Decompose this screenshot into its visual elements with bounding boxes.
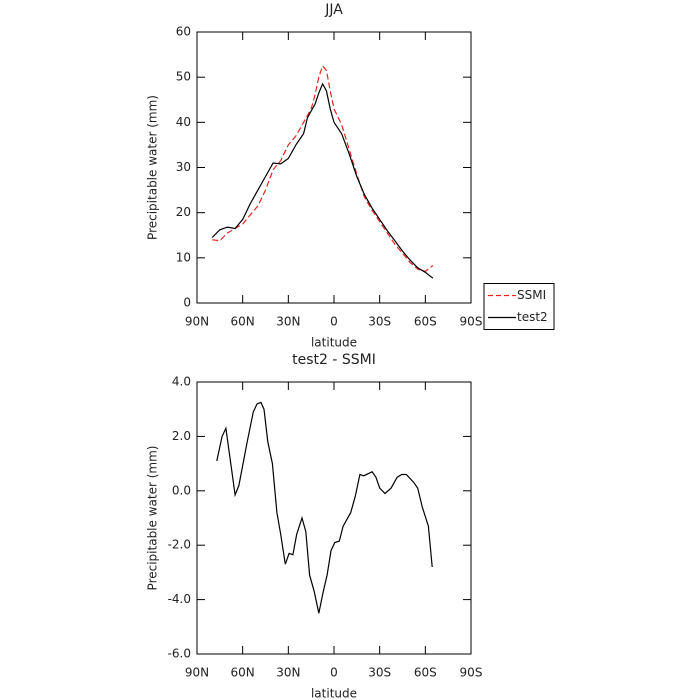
x-tick-label: 60N: [231, 315, 255, 329]
chart-title: JJA: [324, 2, 343, 18]
y-tick-label: 2.0: [172, 429, 191, 443]
x-tick-label: 60N: [231, 666, 255, 680]
y-tick-label: -6.0: [168, 647, 191, 661]
x-tick-label: 0: [330, 666, 338, 680]
x-tick-label: 60S: [414, 666, 437, 680]
y-tick-label: 60: [176, 25, 191, 39]
x-tick-label: 30N: [276, 315, 300, 329]
x-tick-label: 30N: [276, 666, 300, 680]
plot-frame: [196, 31, 472, 304]
data-line: [211, 82, 434, 279]
x-tick-label: 60S: [414, 315, 437, 329]
legend-label: SSMI: [517, 288, 546, 302]
y-tick-label: 4.0: [172, 375, 191, 389]
y-tick-label: 0: [183, 296, 191, 310]
plot-frame: [196, 381, 472, 655]
legend-box: [483, 283, 555, 330]
y-axis-label: Precipitable water (mm): [146, 95, 160, 240]
x-tick-label: 90N: [185, 666, 209, 680]
y-tick-label: 40: [176, 115, 191, 129]
y-tick-label: 50: [176, 70, 191, 84]
y-tick-label: 10: [176, 250, 191, 264]
data-line: [216, 401, 433, 614]
x-tick-label: 90S: [460, 666, 483, 680]
legend-label: test2: [517, 310, 548, 324]
x-tick-label: 30S: [368, 666, 391, 680]
x-axis-label: latitude: [311, 687, 357, 700]
y-tick-label: 20: [176, 205, 191, 219]
y-tick-label: -2.0: [168, 538, 191, 552]
x-axis-label: latitude: [311, 336, 357, 350]
y-tick-label: 0.0: [172, 483, 191, 497]
x-tick-label: 90S: [460, 315, 483, 329]
y-tick-label: 30: [176, 160, 191, 174]
x-tick-label: 90N: [185, 315, 209, 329]
y-axis-label: Precipitable water (mm): [146, 446, 160, 591]
y-tick-label: -4.0: [168, 592, 191, 606]
x-tick-label: 30S: [368, 315, 391, 329]
chart-title: test2 - SSMI: [292, 352, 376, 368]
data-line: [212, 64, 434, 273]
x-tick-label: 0: [330, 315, 338, 329]
